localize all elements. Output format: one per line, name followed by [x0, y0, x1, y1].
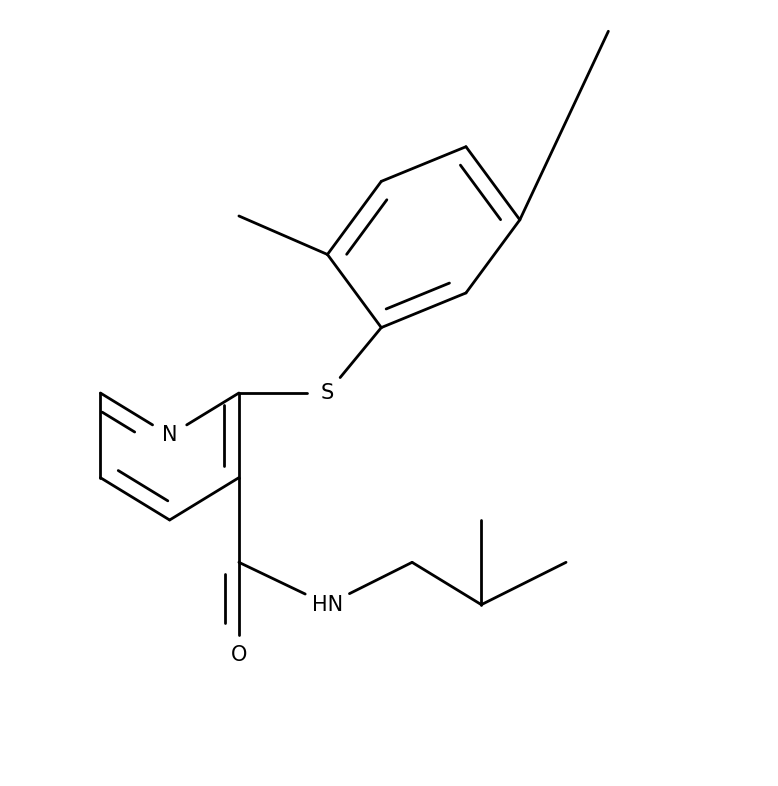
Text: N: N [162, 425, 177, 446]
Text: S: S [321, 383, 334, 403]
Text: O: O [231, 645, 247, 665]
Text: HN: HN [312, 595, 343, 615]
